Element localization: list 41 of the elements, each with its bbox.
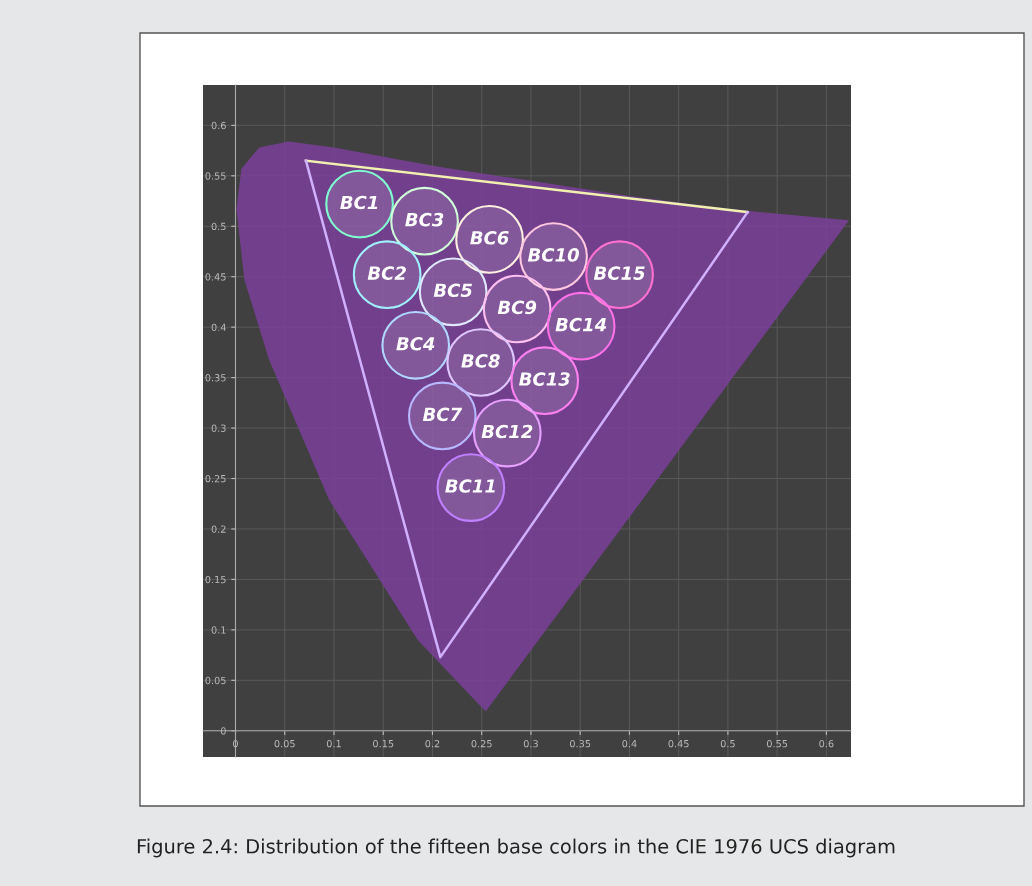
x-tick-label: 0.25 — [471, 739, 492, 748]
y-tick-label: 0.6 — [211, 121, 226, 130]
y-tick-label: 0.4 — [211, 323, 226, 331]
y-tick-label: 0.45 — [205, 273, 226, 281]
y-tick-label: 0.05 — [205, 676, 226, 685]
x-tick-label: 0.35 — [570, 739, 591, 748]
annotation: BC3 — [405, 212, 444, 227]
annotation: BC8 — [461, 354, 500, 368]
x-tick-label: 0.6 — [819, 739, 834, 748]
annotation: BC11 — [445, 479, 495, 493]
y-tick-label: 0.35 — [205, 374, 226, 382]
annotation: BC1 — [340, 195, 378, 210]
y-tick-label: 0.5 — [211, 222, 226, 231]
annotation: BC12 — [481, 424, 533, 439]
y-tick-label: 0.55 — [205, 172, 226, 180]
x-tick-label: 0.1 — [326, 739, 341, 748]
annotation: BC13 — [519, 372, 570, 386]
y-tick-label: 0.25 — [205, 474, 226, 483]
annotation: BC10 — [527, 248, 580, 262]
x-tick-label: 0.3 — [523, 739, 538, 748]
y-tick-label: 0.1 — [211, 626, 226, 634]
x-tick-label: 0.05 — [274, 739, 295, 748]
x-tick-label: 0.2 — [425, 739, 440, 748]
annotation: BC4 — [396, 336, 435, 351]
annotation: BC6 — [470, 230, 509, 245]
annotation: BC7 — [422, 407, 463, 422]
annotation: BC2 — [367, 266, 406, 280]
x-tick-label: 0.45 — [668, 739, 689, 748]
x-tick-label: 0.15 — [373, 739, 394, 748]
annotation: BC15 — [593, 266, 645, 280]
annotation: BC9 — [497, 300, 537, 315]
y-tick-label: 0 — [220, 727, 226, 735]
y-tick-label: 0.3 — [211, 424, 226, 432]
x-tick-label: 0.5 — [720, 739, 735, 748]
x-tick-label: 0.4 — [622, 739, 637, 748]
caption: Figure 2.4: Distribution of the fifteen base colors in the CIE 1976 UCS diagram — [137, 838, 895, 858]
y-tick-label: 0.2 — [211, 525, 226, 533]
annotation: BC5 — [433, 283, 472, 298]
annotation: BC14 — [555, 317, 607, 332]
x-tick-label: 0.55 — [766, 739, 788, 748]
y-tick-label: 0.15 — [205, 575, 226, 584]
